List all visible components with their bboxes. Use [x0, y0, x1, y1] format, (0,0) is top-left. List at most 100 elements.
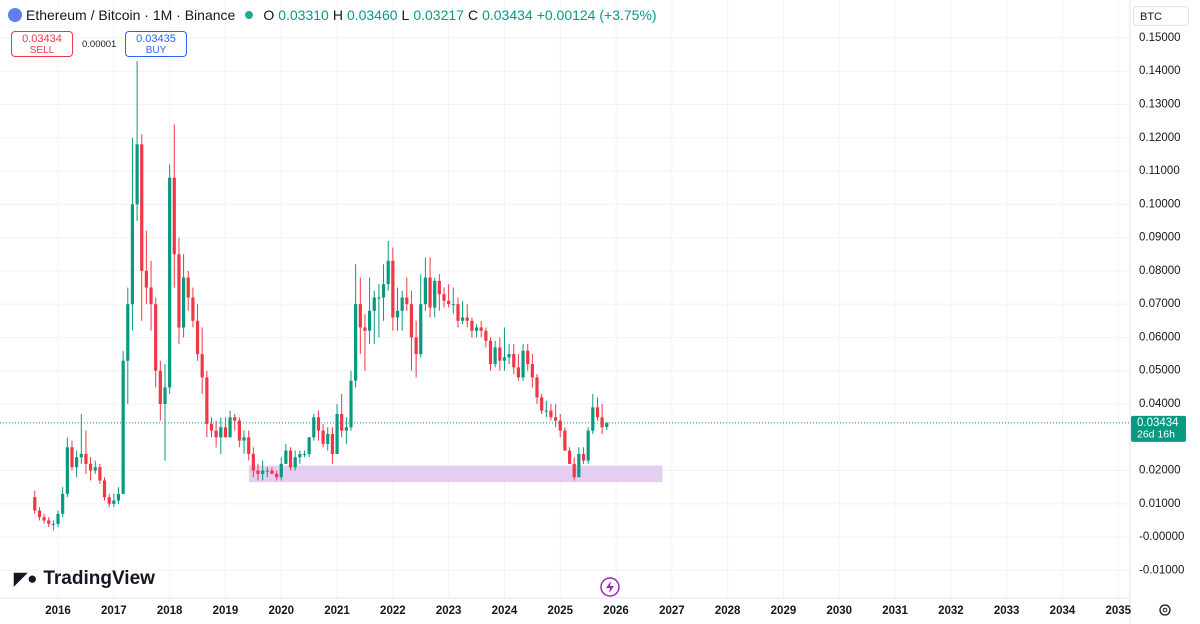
candle-body	[567, 450, 572, 464]
brand-logo: ◤●	[14, 569, 38, 588]
candle-body	[270, 470, 274, 474]
candle-body	[535, 377, 539, 398]
candle-body	[186, 277, 190, 298]
price-tag-countdown: 26d 16h	[1137, 429, 1175, 441]
settings-icon[interactable]	[1159, 604, 1171, 616]
candle-body	[228, 417, 232, 438]
candle-body	[298, 453, 302, 458]
candle-body	[600, 417, 604, 428]
x-tick-label: 2022	[380, 605, 406, 617]
y-tick-label: -0.00000	[1139, 531, 1184, 543]
candle-body	[37, 510, 42, 518]
candle-body	[247, 437, 251, 454]
candle-body	[321, 430, 325, 444]
buy-label: BUY	[145, 45, 167, 56]
candle-body	[140, 144, 144, 271]
candle-body	[381, 284, 386, 298]
candle-body	[414, 337, 418, 355]
y-tick-label: 0.06000	[1139, 331, 1181, 343]
candle-body	[102, 480, 107, 498]
candle-body	[572, 463, 576, 478]
candle-body	[233, 417, 237, 421]
event-icon[interactable]	[600, 577, 620, 597]
y-tick-label: 0.14000	[1139, 65, 1181, 77]
sell-button[interactable]: 0.03434 SELL	[11, 31, 73, 57]
candle-body	[563, 430, 567, 451]
y-tick-label: 0.01000	[1139, 498, 1181, 510]
candle-body	[605, 422, 609, 427]
candle-body	[93, 467, 97, 471]
candle-body	[237, 420, 241, 441]
candle-body	[409, 304, 414, 338]
candle-body	[367, 310, 372, 331]
symbol-icon	[8, 8, 22, 22]
buy-button[interactable]: 0.03435 BUY	[125, 31, 187, 57]
y-tick-label: 0.08000	[1139, 265, 1181, 277]
candle-body	[474, 327, 479, 331]
candle-body	[558, 420, 562, 431]
candle-body	[349, 380, 353, 428]
candle-body	[33, 497, 37, 511]
o-label: O	[263, 7, 275, 23]
candle-body	[395, 310, 400, 318]
candle-body	[502, 357, 507, 361]
header: Ethereum / Bitcoin · 1M · Binance O 0.033…	[8, 7, 657, 23]
o-value: 0.03310	[278, 7, 329, 23]
candle-body	[377, 297, 381, 299]
candle-body	[191, 297, 195, 321]
candle-body	[265, 470, 269, 472]
candle-body	[465, 317, 469, 321]
buy-price: 0.03435	[136, 33, 176, 45]
candle-body	[512, 354, 516, 368]
y-tick-label: 0.04000	[1139, 398, 1181, 410]
symbol[interactable]: Ethereum / Bitcoin · 1M · Binance	[26, 7, 236, 23]
candle-body	[307, 437, 311, 454]
candle-body	[344, 427, 348, 431]
candle-body	[419, 304, 423, 355]
candle-body	[214, 430, 218, 438]
candle-body	[437, 280, 441, 295]
price-tag-price: 0.03434	[1137, 417, 1179, 429]
x-tick-label: 2016	[45, 605, 71, 617]
candle-body	[158, 370, 162, 404]
candle-body	[149, 287, 153, 305]
candle-body	[354, 304, 358, 381]
candle-body	[302, 453, 307, 455]
candle-body	[121, 360, 125, 494]
candle-body	[330, 433, 335, 454]
c-value: 0.03434	[482, 7, 533, 23]
currency-select[interactable]: BTC	[1133, 6, 1189, 26]
candle-body	[261, 470, 265, 474]
candle-body	[549, 410, 553, 418]
candle-body	[288, 450, 293, 468]
c-label: C	[467, 7, 479, 23]
spread: 0.00001	[82, 39, 117, 50]
candle-body	[461, 317, 465, 321]
l-value: 0.03217	[413, 7, 464, 23]
candle-body	[479, 327, 483, 331]
candle-body	[56, 513, 60, 524]
y-tick-label: 0.11000	[1139, 165, 1180, 177]
candle-body	[195, 320, 200, 355]
x-tick-label: 2021	[324, 605, 350, 617]
settings-icon-center	[1162, 607, 1168, 613]
x-tick-label: 2018	[157, 605, 183, 617]
candle-body	[326, 433, 330, 444]
candle-body	[112, 500, 116, 504]
candle-body	[42, 517, 46, 521]
candle-body	[163, 387, 167, 404]
y-tick-label: 0.09000	[1139, 232, 1181, 244]
candle-body	[107, 497, 111, 504]
candle-body	[47, 520, 51, 524]
x-tick-label: 2025	[547, 605, 573, 617]
support-zone	[248, 465, 663, 483]
candle-body	[554, 417, 558, 421]
plot	[0, 61, 1130, 531]
candle-body	[470, 320, 474, 331]
candle-body	[516, 367, 521, 378]
candle-body	[540, 397, 544, 411]
candle-body	[335, 413, 339, 454]
candle-body	[130, 204, 135, 305]
